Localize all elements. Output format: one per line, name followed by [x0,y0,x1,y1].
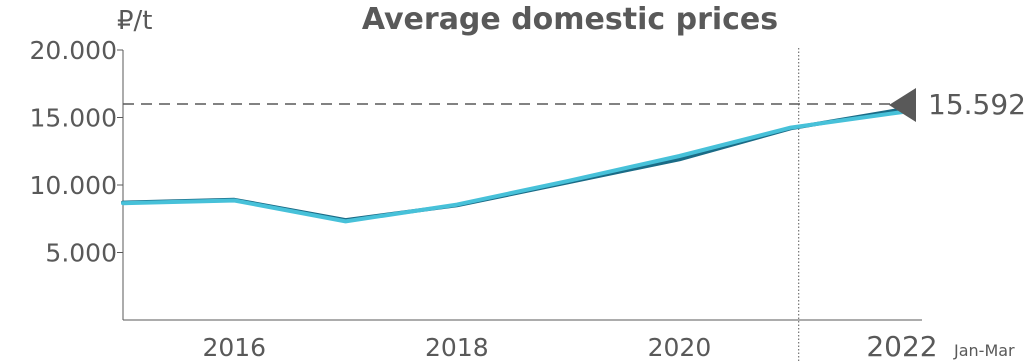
x-tick-label: 2022 [866,330,937,361]
y-tick-label: 15.000 [30,104,117,133]
x-tick-labels: 2016 2018 2020 2022 Jan-Mar [202,330,1015,361]
x-tick-label: 2016 [202,333,266,361]
series-group [121,107,904,224]
y-axis-unit-label: ₽/t [117,6,153,36]
y-tick-label: 20.000 [30,36,117,65]
x-tick-label: 2018 [425,333,489,361]
y-tick-labels: 5.000 10.000 15.000 20.000 [30,36,117,268]
chart-title: Average domestic prices [361,2,779,37]
series-line-2 [121,110,904,224]
annotation-pointer-icon [889,88,916,122]
chart-axes [117,49,922,321]
y-tick-label: 10.000 [30,171,117,200]
annotation-value: 15.592 [928,88,1026,121]
y-tick-label: 5.000 [45,239,117,268]
x-tick-label: 2020 [648,333,712,361]
x-tick-suffix-label: Jan-Mar [953,341,1015,360]
annotation-marker-group [889,88,916,122]
